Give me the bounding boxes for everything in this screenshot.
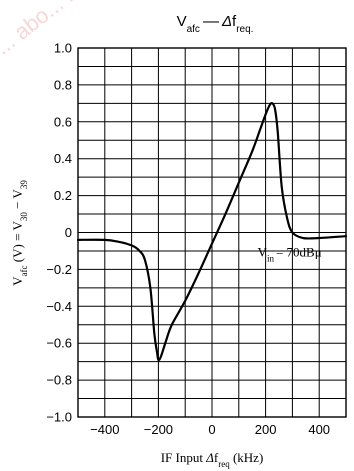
x-tick-label: −200 — [144, 422, 173, 437]
y-tick-label: −0.2 — [46, 262, 72, 277]
series-line — [76, 102, 348, 362]
x-tick-label: −400 — [90, 422, 119, 437]
y-tick-label: −0.8 — [46, 373, 72, 388]
y-tick-labels: 1.0 0.8 0.6 0.4 0.2 0 −0.2 −0.4 −0.6 −0.8 −1.0 — [46, 41, 72, 425]
chart-title: Vafc — Δfreq. — [177, 13, 254, 35]
y-tick-label: 0.2 — [54, 188, 72, 203]
y-tick-label: −0.6 — [46, 336, 72, 351]
plot-frame — [77, 47, 347, 418]
x-tick-label: 400 — [308, 422, 330, 437]
y-tick-label: 0.4 — [54, 151, 72, 166]
y-axis-label: Vafc (V) = V30 − V39 — [10, 180, 29, 286]
y-tick-label: −1.0 — [46, 410, 72, 425]
y-tick-label: 0.6 — [54, 114, 72, 129]
grid-lines — [78, 48, 346, 417]
x-tick-label: 200 — [255, 422, 277, 437]
y-tick-label: 0.8 — [54, 77, 72, 92]
x-tick-labels: −400 −200 0 200 400 — [90, 422, 330, 437]
y-tick-label: −0.4 — [46, 299, 72, 314]
x-tick-label: 0 — [208, 422, 215, 437]
y-tick-label: 1.0 — [54, 41, 72, 56]
annotation-vin: Vin = 70dBμ — [258, 244, 322, 263]
x-axis-label: IF Input Δfreq (kHz) — [161, 450, 264, 469]
y-tick-label: 0 — [65, 225, 72, 240]
